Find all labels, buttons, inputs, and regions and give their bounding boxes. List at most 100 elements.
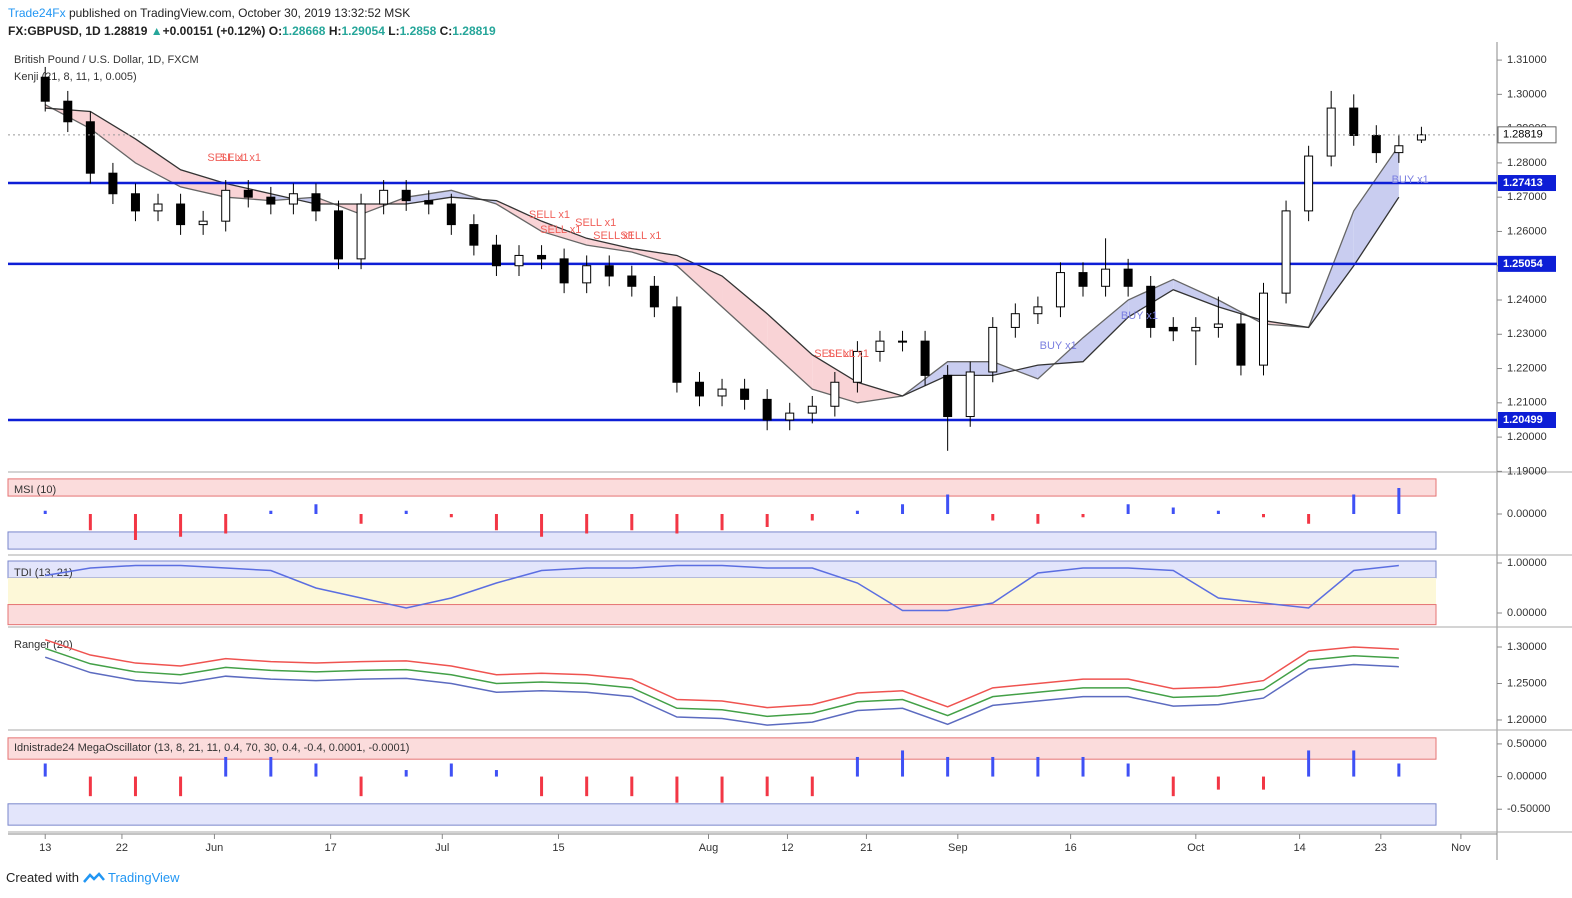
candle-body: [1010, 313, 1020, 328]
candle-body: [604, 265, 614, 277]
histogram-bar: [269, 756, 273, 777]
cloud-fill: [857, 382, 903, 403]
x-tick-label: 22: [116, 842, 128, 854]
c-label: C:: [439, 24, 453, 38]
candle-body: [807, 405, 817, 414]
histogram-bar: [1216, 776, 1220, 790]
candle-body: [108, 172, 118, 195]
histogram-bar: [720, 514, 724, 531]
x-tick-label: 16: [1064, 842, 1076, 854]
y-tick-label: 0.00000: [1507, 508, 1547, 520]
candle-body: [1236, 323, 1246, 366]
candle-body: [1371, 134, 1381, 154]
histogram-bar: [314, 504, 318, 514]
candle-body: [243, 189, 253, 198]
histogram-bar: [404, 770, 408, 777]
logo: [82, 872, 105, 883]
o-label: O:: [268, 24, 283, 38]
candle-body: [401, 189, 411, 202]
histogram-bar: [314, 763, 318, 777]
histogram-bar: [855, 510, 859, 514]
histogram-bar: [1171, 507, 1175, 514]
candle-body: [852, 350, 862, 383]
cloud-fill: [90, 111, 136, 163]
histogram-bar: [449, 763, 453, 777]
pane-title: MSI (10): [14, 484, 56, 496]
publish-line: Trade24Fx published on TradingView.com, …: [8, 4, 496, 22]
cloud-fill: [676, 255, 723, 307]
histogram-bar: [630, 514, 634, 531]
h-label: H:: [328, 24, 342, 38]
footer: Created with TradingView: [6, 870, 180, 885]
indicator-line: [44, 647, 1399, 718]
histogram-bar: [991, 756, 995, 777]
last-price-label: 1.28819: [1503, 129, 1543, 141]
histogram-bar: [1397, 763, 1401, 777]
lower-band: [7, 604, 1437, 626]
y-tick-label: 1.22000: [1507, 362, 1547, 374]
cloud-fill: [767, 313, 813, 390]
signal-label: SELL x1: [575, 217, 616, 229]
footer-text: Created with: [6, 870, 79, 885]
histogram-bar: [179, 514, 183, 537]
histogram-bar: [901, 504, 905, 514]
histogram-bar: [1036, 756, 1040, 777]
cloud-fill: [135, 138, 181, 187]
histogram-bar: [359, 776, 363, 797]
candle-body: [1326, 107, 1336, 157]
histogram-bar: [88, 776, 92, 797]
l-label: L:: [388, 24, 400, 38]
histogram-bar: [179, 776, 183, 797]
low: 1.2858: [399, 24, 437, 38]
candle-body: [85, 121, 95, 174]
candle-body: [153, 203, 163, 212]
x-tick-label: 21: [860, 842, 872, 854]
histogram-bar: [720, 776, 724, 803]
lower-band: [7, 803, 1437, 826]
brand[interactable]: Trade24Fx: [8, 6, 66, 20]
candle-body: [446, 203, 456, 226]
pane-title: Ranger (20): [14, 639, 73, 651]
histogram-bar: [43, 763, 47, 777]
candle-body: [334, 210, 344, 260]
candle-body: [830, 381, 840, 407]
signal-label: SELL x1: [814, 348, 855, 360]
x-tick-label: Nov: [1451, 842, 1471, 854]
candle-body: [1168, 326, 1178, 332]
candle-body: [356, 203, 366, 260]
signal-label: SELL x1: [529, 209, 570, 221]
candle-body: [491, 244, 501, 267]
level-tag: [1498, 411, 1556, 428]
histogram-bar: [224, 756, 228, 777]
cloud-fill: [541, 221, 587, 246]
candle-body: [649, 285, 659, 308]
open: 1.28668: [282, 24, 326, 38]
histogram-bar: [810, 776, 814, 797]
y-tick-label: 1.21000: [1507, 397, 1547, 409]
candle-body: [1033, 306, 1043, 315]
x-tick-label: 13: [39, 842, 51, 854]
candle-body: [785, 412, 795, 421]
candle-body: [1394, 145, 1404, 154]
histogram-bar: [946, 756, 950, 777]
symbol: FX:GBPUSD, 1D: [8, 24, 101, 38]
histogram-bar: [359, 514, 363, 524]
signal-label: SELL x1: [828, 348, 869, 360]
x-tick-label: 15: [552, 842, 564, 854]
x-tick-label: 14: [1293, 842, 1305, 854]
y-tick-label: 1.30000: [1507, 641, 1547, 653]
candle-body: [1055, 272, 1065, 308]
indicator-line: [45, 564, 1399, 612]
signal-label: SELL x1: [540, 224, 581, 236]
histogram-bar: [1126, 504, 1130, 514]
histogram-bar: [88, 514, 92, 531]
y-tick-label: 0.00000: [1507, 770, 1547, 782]
histogram-bar: [630, 776, 634, 797]
candle-body: [198, 220, 208, 226]
candle-body: [627, 275, 637, 287]
y-tick-label: 0.00000: [1507, 607, 1547, 619]
histogram-bar: [269, 510, 273, 514]
x-tick-label: 23: [1375, 842, 1387, 854]
footer-brand[interactable]: TradingView: [108, 870, 180, 885]
